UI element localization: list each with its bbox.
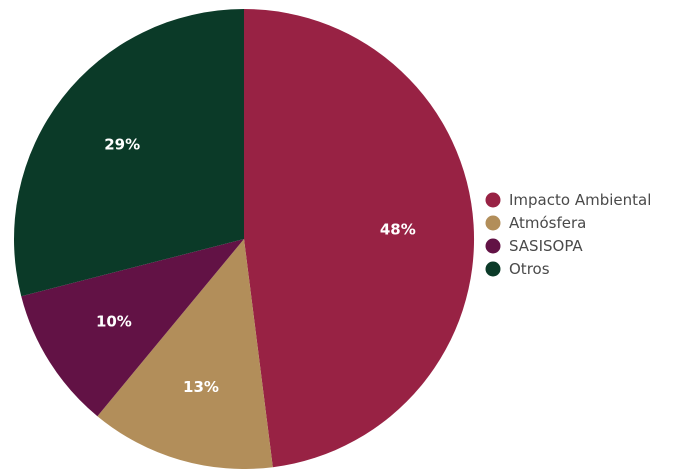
pie-slice-atm-sfera [97, 239, 273, 469]
pie-slice-impacto-ambiental [244, 8, 475, 468]
pie-slice-otros [14, 9, 244, 297]
legend-marker [485, 215, 501, 231]
chart-legend: Impacto Ambiental Atmósfera SASISOPA Otros [485, 191, 651, 278]
pie-slice-sasisopa [21, 239, 245, 417]
slice-value-label: 48% [380, 220, 416, 238]
legend-marker [485, 261, 501, 277]
legend-label: Atmósfera [509, 214, 586, 232]
slice-value-label: 10% [96, 313, 132, 331]
legend-label: Impacto Ambiental [509, 191, 651, 209]
pie-slice-labels: 48% 13% 10% 29% [96, 136, 416, 396]
slice-value-label: 13% [183, 378, 219, 396]
legend-marker [485, 238, 501, 254]
slice-value-label: 29% [104, 136, 140, 154]
pie-slices [14, 8, 475, 469]
legend-label: SASISOPA [509, 237, 583, 255]
legend-marker [485, 192, 501, 208]
legend-label: Otros [509, 260, 550, 278]
